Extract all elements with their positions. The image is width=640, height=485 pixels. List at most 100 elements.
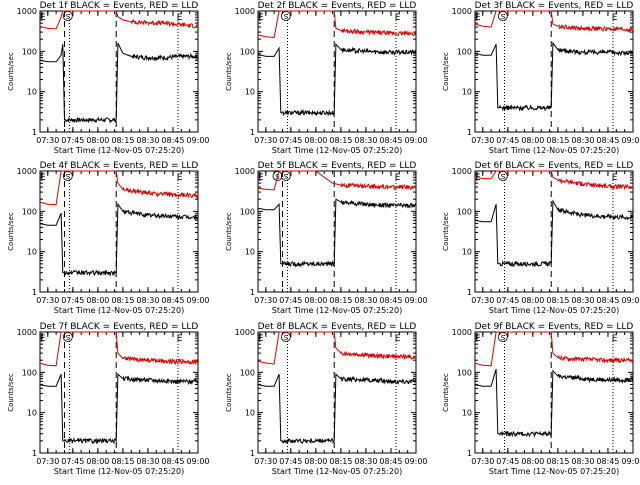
x-tick-label: 07:45 [279, 457, 302, 466]
lld-series-line [474, 170, 634, 191]
detector-panel: Det 9f BLACK = Events, RED = LLD 1 10 100 10… [442, 322, 640, 476]
events-series-line [257, 42, 417, 117]
x-tick-label: 09:00 [186, 136, 209, 145]
detector-panel: Det 1f BLACK = Events, RED = LLD 1 10 100 10… [7, 1, 210, 155]
eclipse-marker: E [395, 334, 401, 344]
eclipse-marker: E [177, 13, 183, 23]
x-tick-label: 08:00 [86, 296, 109, 305]
eclipse-marker: E [258, 13, 264, 23]
y-axis-label: Counts/sec [225, 373, 233, 412]
y-tick-label: 10 [462, 248, 472, 257]
y-axis-label: Counts/sec [7, 373, 15, 412]
x-tick-label: 08:45 [161, 457, 184, 466]
x-tick-label: 07:45 [61, 296, 84, 305]
y-axis-label: Counts/sec [442, 373, 450, 412]
eclipse-marker: E [177, 173, 183, 183]
lld-series-line [39, 331, 199, 367]
panel-title: Det 2f BLACK = Events, RED = LLD [258, 1, 417, 11]
plot-frame [257, 10, 417, 133]
saa-marker: S [501, 13, 506, 21]
detector-panel: Det 8f BLACK = Events, RED = LLD 1 10 100 10… [225, 322, 428, 476]
x-tick-label: 09:00 [404, 136, 427, 145]
x-tick-label: 09:00 [186, 457, 209, 466]
x-tick-label: 08:45 [596, 136, 619, 145]
y-tick-label: 10 [27, 248, 37, 257]
events-series-line [39, 202, 199, 278]
y-tick-label: 1 [467, 128, 472, 137]
detector-panel: Det 4f BLACK = Events, RED = LLD 1 10 100 10… [7, 161, 210, 315]
x-tick-label: 08:15 [329, 457, 352, 466]
y-axis-label: Counts/sec [442, 52, 450, 91]
events-series-line [39, 373, 199, 445]
x-axis-label: Start Time (12-Nov-05 07:25:20) [489, 146, 619, 155]
detector-panel: Det 7f BLACK = Events, RED = LLD 1 10 100 10… [7, 322, 210, 476]
x-tick-label: 08:30 [136, 136, 159, 145]
panel-title: Det 7f BLACK = Events, RED = LLD [40, 322, 199, 332]
x-axis-label: Start Time (12-Nov-05 07:25:20) [489, 306, 619, 315]
y-tick-label: 1 [250, 288, 255, 297]
eclipse-marker: E [475, 13, 481, 23]
x-tick-label: 09:00 [621, 296, 640, 305]
saa-marker-circle [272, 171, 283, 181]
eclipse-marker: E [40, 13, 46, 23]
x-tick-label: 08:45 [596, 296, 619, 305]
plot-frame [257, 331, 417, 454]
saa-marker: S [66, 334, 71, 342]
x-axis-label: Start Time (12-Nov-05 07:25:20) [54, 467, 184, 476]
x-tick-label: 08:15 [546, 457, 569, 466]
y-axis-label: Counts/sec [442, 212, 450, 251]
x-tick-label: 07:30 [254, 296, 277, 305]
x-tick-label: 07:30 [254, 457, 277, 466]
x-tick-label: 08:45 [379, 136, 402, 145]
x-tick-label: 07:30 [471, 136, 494, 145]
y-axis-label: Counts/sec [7, 212, 15, 251]
y-tick-label: 1 [250, 449, 255, 458]
x-tick-label: 08:30 [571, 457, 594, 466]
x-tick-label: 07:30 [471, 296, 494, 305]
events-series-line [257, 198, 417, 268]
x-tick-label: 09:00 [404, 457, 427, 466]
y-tick-label: 100 [22, 207, 37, 216]
y-tick-label: 10 [27, 88, 37, 97]
lld-series-line [474, 10, 634, 34]
y-tick-label: 1 [32, 449, 37, 458]
saa-marker: S [66, 173, 71, 181]
plot-frame [474, 331, 634, 454]
y-tick-label: 1 [250, 128, 255, 137]
x-tick-label: 08:30 [571, 136, 594, 145]
y-tick-label: 1000 [17, 167, 37, 176]
y-tick-label: 10 [462, 409, 472, 418]
saa-marker: S [501, 334, 506, 342]
x-tick-label: 08:15 [546, 296, 569, 305]
y-tick-label: 10 [245, 409, 255, 418]
x-tick-label: 09:00 [404, 296, 427, 305]
y-tick-label: 100 [457, 368, 472, 377]
events-series-line [474, 41, 633, 112]
x-tick-label: 09:00 [621, 457, 640, 466]
x-tick-label: 08:30 [136, 296, 159, 305]
x-tick-label: 08:15 [111, 457, 134, 466]
y-tick-label: 100 [457, 207, 472, 216]
eclipse-marker: E [40, 173, 46, 183]
panel-title: Det 8f BLACK = Events, RED = LLD [258, 322, 417, 332]
x-tick-label: 07:30 [36, 296, 59, 305]
panel-title: Det 9f BLACK = Events, RED = LLD [475, 322, 634, 332]
y-tick-label: 1000 [452, 7, 472, 16]
eclipse-marker: E [258, 334, 264, 344]
y-tick-label: 100 [240, 368, 255, 377]
x-tick-label: 08:30 [354, 296, 377, 305]
x-axis-label: Start Time (12-Nov-05 07:25:20) [272, 306, 402, 315]
x-tick-label: 07:30 [36, 457, 59, 466]
x-tick-label: 09:00 [621, 136, 640, 145]
saa-marker: S [284, 13, 289, 21]
eclipse-marker: E [177, 334, 183, 344]
panel-title: Det 6f BLACK = Events, RED = LLD [475, 161, 634, 171]
x-tick-label: 08:45 [161, 296, 184, 305]
x-tick-label: 08:30 [136, 457, 159, 466]
x-tick-label: 08:00 [521, 136, 544, 145]
x-tick-label: 08:00 [304, 457, 327, 466]
x-tick-label: 08:00 [86, 136, 109, 145]
plot-frame [474, 10, 634, 133]
x-tick-label: 07:45 [496, 457, 519, 466]
